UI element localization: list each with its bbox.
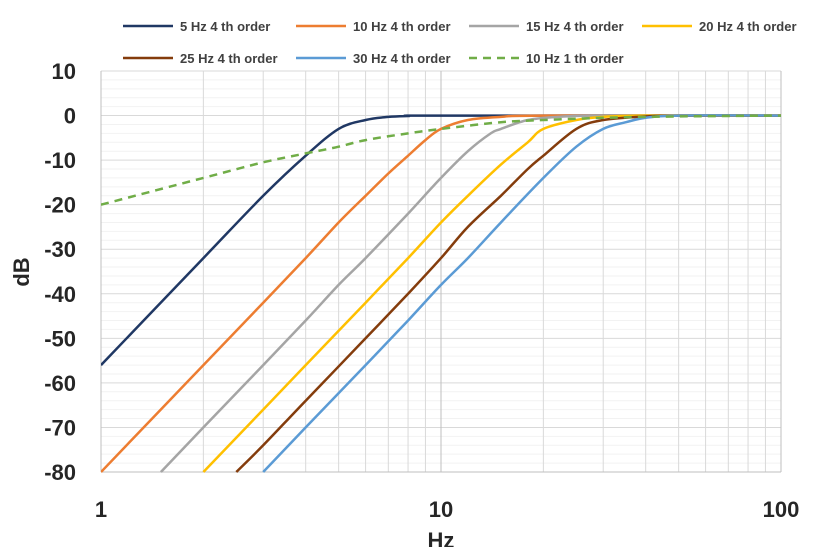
plot-area: [101, 114, 781, 473]
y-tick-label: -50: [44, 326, 76, 351]
y-tick-label: -20: [44, 193, 76, 218]
y-tick-label: -80: [44, 460, 76, 485]
series-line-7: [101, 114, 781, 206]
legend: 5 Hz 4 th order 10 Hz 4 th order 15 Hz 4 t…: [123, 19, 797, 66]
series-line-6: [262, 114, 781, 473]
x-tick-label: 100: [763, 497, 800, 522]
axes: 100-10-20-30-40-50-60-70-801 10 100: [44, 59, 799, 522]
legend-label: 30 Hz 4 th order: [353, 51, 451, 66]
legend-label: 5 Hz 4 th order: [180, 19, 270, 34]
y-tick-label: -30: [44, 237, 76, 262]
legend-label: 20 Hz 4 th order: [699, 19, 797, 34]
x-tick-label: 10: [429, 497, 453, 522]
y-tick-label: 0: [64, 104, 76, 129]
grid: [100, 70, 782, 473]
legend-entry: 10 Hz 4 th order: [296, 19, 451, 34]
legend-entry: 20 Hz 4 th order: [642, 19, 797, 34]
legend-entry: 15 Hz 4 th order: [469, 19, 624, 34]
series-line-3: [159, 114, 781, 473]
y-tick-label: -60: [44, 371, 76, 396]
legend-label: 10 Hz 1 th order: [526, 51, 624, 66]
y-tick-label: -70: [44, 415, 76, 440]
y-tick-label: -40: [44, 282, 76, 307]
x-axis-title: Hz: [428, 528, 455, 547]
series-line-1: [101, 114, 781, 366]
series-line-2: [101, 114, 781, 473]
y-tick-label: -10: [44, 148, 76, 173]
y-axis-title: dB: [9, 257, 34, 286]
legend-entry: 10 Hz 1 th order: [469, 51, 624, 66]
x-tick-label: 1: [95, 497, 107, 522]
legend-label: 10 Hz 4 th order: [353, 19, 451, 34]
legend-label: 15 Hz 4 th order: [526, 19, 624, 34]
y-tick-label: 10: [52, 59, 76, 84]
legend-entry: 30 Hz 4 th order: [296, 51, 451, 66]
legend-entry: 5 Hz 4 th order: [123, 19, 270, 34]
legend-label: 25 Hz 4 th order: [180, 51, 278, 66]
legend-entry: 25 Hz 4 th order: [123, 51, 278, 66]
